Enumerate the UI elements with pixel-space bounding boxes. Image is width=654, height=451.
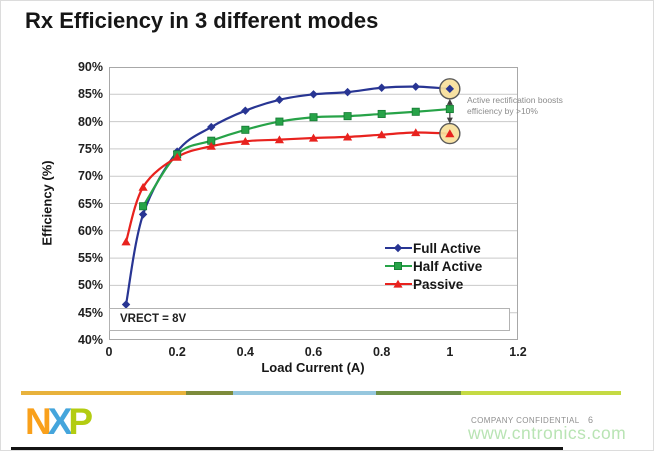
y-tick-label: 75% — [77, 141, 103, 156]
logo-letter: P — [68, 401, 93, 442]
legend-marker-diamond-icon — [385, 243, 412, 253]
nxp-logo: NXP — [25, 401, 93, 442]
strip-segment — [186, 391, 233, 395]
strip-segment — [233, 391, 376, 395]
y-tick-label: 45% — [77, 305, 103, 320]
strip-segment — [376, 391, 461, 395]
logo-letter: X — [47, 401, 73, 442]
page-number: 6 — [588, 415, 594, 425]
annotation-line-2: efficiency by >10% — [467, 106, 538, 116]
legend-item: Passive — [385, 275, 482, 293]
y-tick-label: 65% — [77, 196, 103, 211]
watermark-text: www.cntronics.com — [468, 423, 627, 443]
x-tick-label: 0 — [105, 345, 113, 359]
strip-segment — [461, 391, 621, 395]
x-tick-label: 1.2 — [509, 345, 527, 359]
footer-divider-bar — [11, 447, 563, 450]
y-tick-label: 70% — [77, 169, 103, 184]
y-axis-title: Efficiency (%) — [39, 160, 55, 246]
y-tick-label: 55% — [77, 251, 103, 266]
annotation-line-1: Active rectification boosts — [467, 95, 563, 105]
legend-item: Full Active — [385, 239, 482, 257]
y-tick-label: 50% — [77, 278, 103, 293]
chart-legend: Full Active Half Active Passive — [385, 239, 482, 293]
legend-label: Half Active — [413, 258, 483, 274]
legend-marker-triangle-icon — [385, 279, 412, 288]
page-title: Rx Efficiency in 3 different modes — [25, 8, 379, 33]
vrect-label: VRECT = 8V — [120, 313, 187, 325]
legend-item: Half Active — [385, 257, 482, 275]
legend-label: Full Active — [413, 240, 481, 256]
x-tick-label: 0.2 — [168, 345, 186, 359]
y-tick-label: 40% — [77, 333, 103, 347]
x-tick-label: 1 — [446, 345, 454, 359]
x-tick-label: 0.6 — [304, 345, 323, 359]
vrect-textbox: VRECT = 8V — [109, 308, 510, 331]
efficiency-chart — [109, 67, 518, 340]
y-tick-label: 80% — [77, 114, 103, 129]
x-tick-label: 0.4 — [236, 345, 255, 359]
legend-marker-square-icon — [385, 262, 412, 270]
y-tick-label: 85% — [77, 87, 103, 102]
logo-letter: N — [25, 401, 52, 442]
strip-segment — [21, 391, 186, 395]
confidential-label: COMPANY CONFIDENTIAL — [471, 416, 580, 425]
y-tick-label: 60% — [77, 223, 103, 238]
y-tick-label: 90% — [77, 60, 103, 74]
x-tick-label: 0.8 — [372, 345, 391, 359]
legend-label: Passive — [413, 276, 464, 292]
x-axis-title: Load Current (A) — [261, 360, 365, 375]
annotation-callout: Active rectification boosts efficiency b… — [467, 95, 599, 117]
